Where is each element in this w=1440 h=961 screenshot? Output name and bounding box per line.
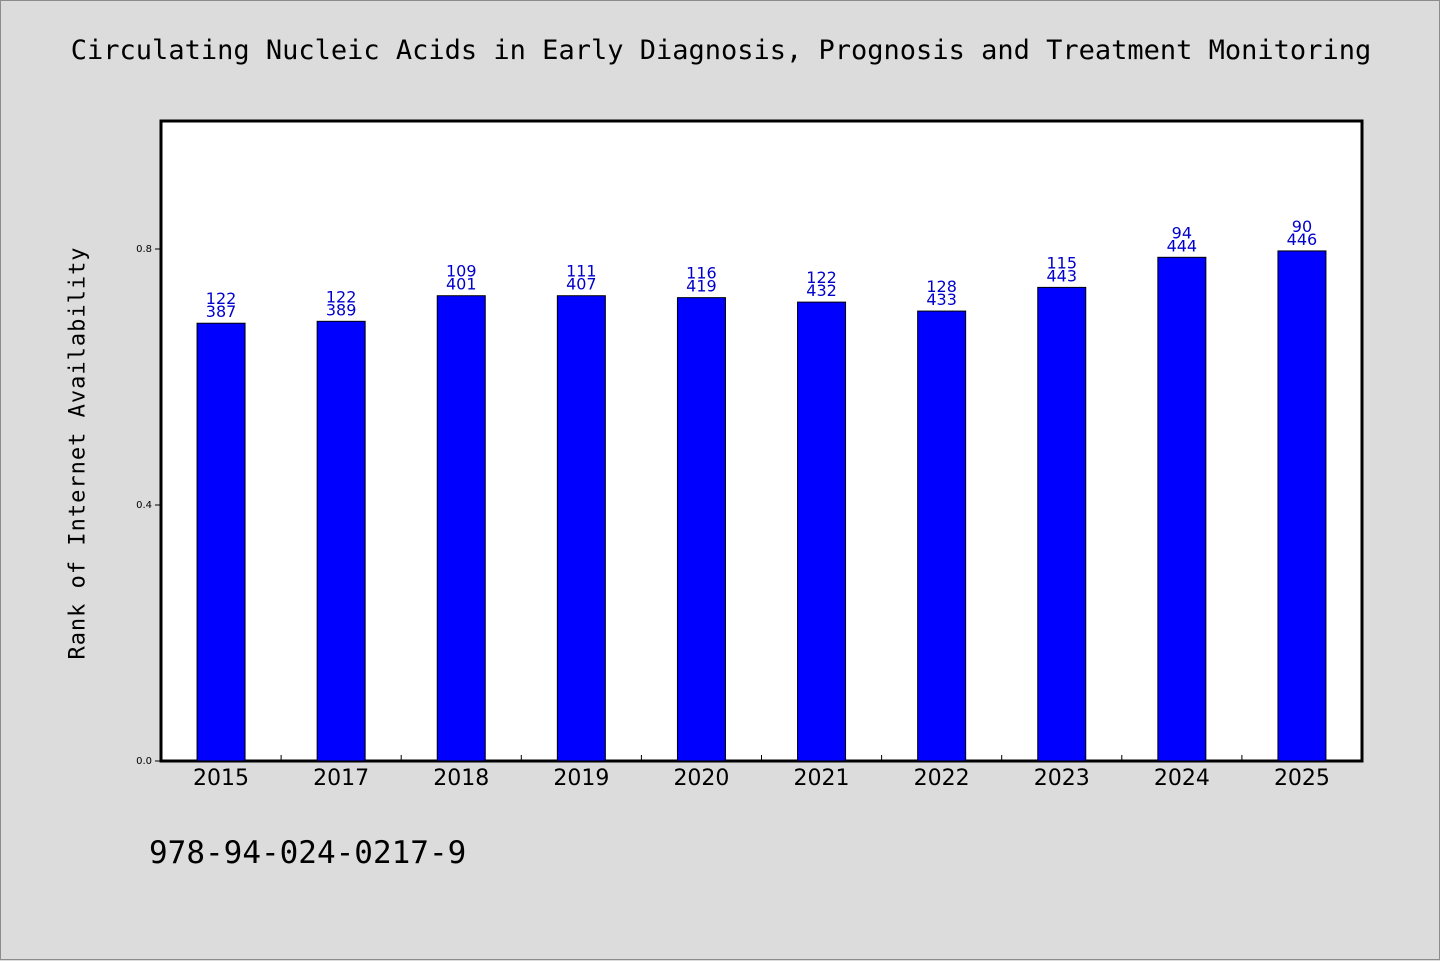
bar-label-bottom: 419: [686, 277, 717, 296]
x-tick-label: 2020: [673, 766, 729, 791]
x-tick-label: 2021: [794, 766, 850, 791]
bar-label-top: 122: [806, 268, 837, 287]
bar-label-top: 122: [326, 287, 357, 306]
x-tick-label: 2018: [433, 766, 489, 791]
bar: [1157, 256, 1207, 762]
x-tick-label: 2025: [1274, 766, 1330, 791]
bar-label-top: 111: [566, 262, 597, 281]
bar: [917, 310, 967, 762]
bar: [436, 295, 486, 762]
bar-label-bottom: 433: [926, 290, 957, 309]
x-tick-label: 2022: [914, 766, 970, 791]
bar-label-bottom: 444: [1167, 236, 1198, 255]
bar-label-bottom: 446: [1287, 230, 1318, 249]
bar: [1037, 286, 1087, 762]
x-tick-label: 2017: [313, 766, 369, 791]
bar-label-bottom: 389: [326, 300, 357, 319]
bar-label-bottom: 407: [566, 275, 597, 294]
bar-label-top: 94: [1172, 223, 1192, 242]
bar-label-top: 109: [446, 262, 477, 281]
bar: [196, 322, 246, 762]
bar-label-bottom: 443: [1046, 266, 1077, 285]
bar-label-top: 90: [1292, 217, 1312, 236]
bar-label-top: 122: [206, 289, 237, 308]
x-tick-label: 2015: [193, 766, 249, 791]
bar: [556, 295, 606, 762]
x-tick-label: 2024: [1154, 766, 1210, 791]
x-tick-label: 2023: [1034, 766, 1090, 791]
bar-label-top: 116: [686, 264, 717, 283]
bar: [676, 297, 726, 762]
bar-label-top: 128: [926, 277, 957, 296]
bar-label-bottom: 432: [806, 281, 837, 300]
bar-label-top: 115: [1046, 253, 1077, 272]
bar: [316, 320, 366, 762]
y-tick-label: 0.8: [136, 244, 152, 255]
y-tick-label: 0.0: [136, 756, 152, 767]
x-tick-label: 2019: [553, 766, 609, 791]
bar: [1277, 250, 1327, 762]
isbn-text: 978-94-024-0217-9: [149, 835, 467, 871]
y-tick-label: 0.4: [136, 500, 152, 511]
bar-label-bottom: 387: [206, 302, 237, 321]
bar-label-bottom: 401: [446, 275, 477, 294]
bar: [797, 301, 847, 762]
chart-title: Circulating Nucleic Acids in Early Diagn…: [70, 35, 1372, 66]
